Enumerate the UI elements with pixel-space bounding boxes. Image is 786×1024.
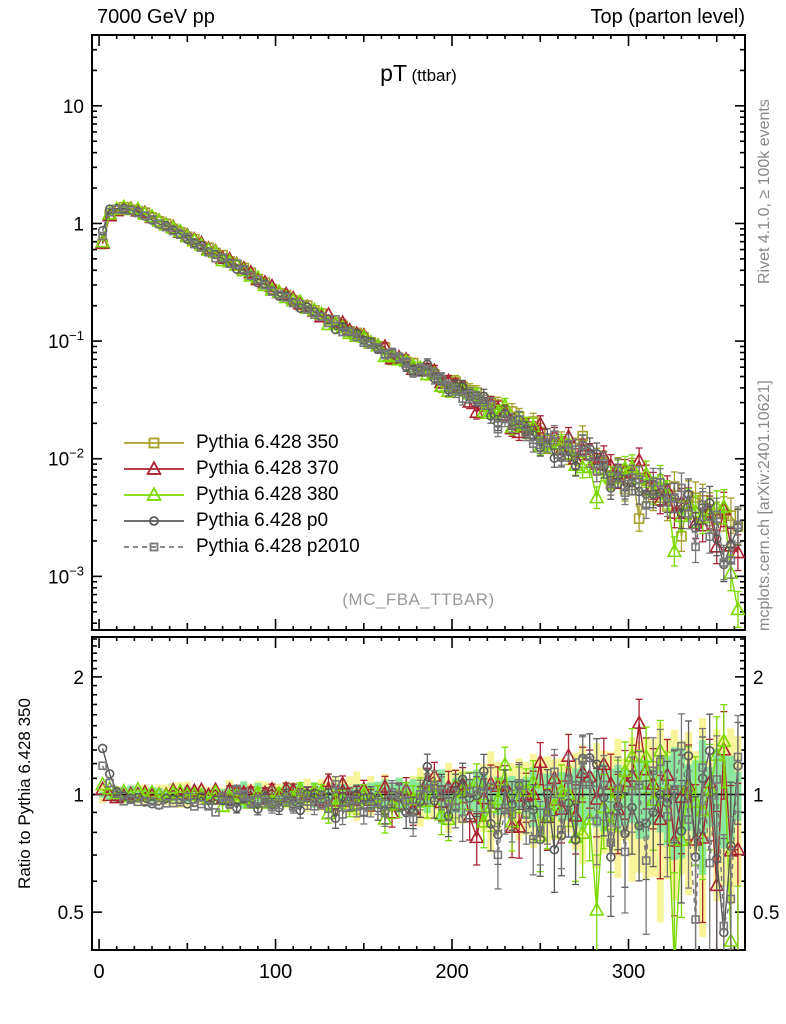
legend-marker-sample [124, 486, 184, 501]
plot-title: pT (ttbar) [92, 60, 745, 87]
plot-title-observable: pT [380, 60, 408, 86]
ratio-series-pythia-6-428-p2010 [98, 713, 743, 950]
legend-label: Pythia 6.428 370 [196, 458, 339, 479]
x-axis-tick-label: 0 [93, 961, 104, 983]
main-y-tick-label: 10−3 [48, 563, 84, 588]
header-analysis-group: Top (parton level) [590, 6, 745, 28]
ratio-panel-frame [91, 636, 746, 951]
legend-item: Pythia 6.428 p2010 [122, 534, 360, 560]
legend-label: Pythia 6.428 p2010 [196, 536, 360, 557]
main-panel-frame [91, 34, 746, 631]
legend-label: Pythia 6.428 p0 [196, 510, 329, 531]
main-series-pythia-6-428-380 [94, 198, 745, 629]
ratio-y-tick-label: 2 [73, 668, 84, 689]
ratio-y-tick-label: 1 [73, 786, 84, 807]
analysis-watermark: (MC_FBA_TTBAR) [342, 590, 495, 609]
ratio-y-axis-title: Ratio to Pythia 6.428 350 [15, 698, 34, 889]
x-axis-tick-label: 300 [612, 961, 645, 983]
x-axis-tick-label: 100 [259, 961, 292, 983]
ratio-y-tick-label: 0.5 [58, 903, 84, 924]
legend-label: Pythia 6.428 350 [196, 432, 339, 453]
x-axis-tick-label: 200 [435, 961, 468, 983]
header-beam-energy: 7000 GeV pp [97, 6, 215, 28]
main-y-tick-label: 10 [63, 97, 84, 118]
legend-marker-sample [124, 437, 184, 449]
legend-marker-sample [124, 516, 184, 526]
rivet-version-credit: Rivet 4.1.0, ≥ 100k events [756, 99, 773, 284]
ratio-y-tick-label-right: 2 [753, 668, 764, 689]
ratio-y-tick-label-right: 0.5 [753, 903, 779, 924]
legend-item: Pythia 6.428 350 [122, 430, 360, 456]
plot-title-qualifier: (ttbar) [411, 66, 457, 85]
main-y-tick-label: 10−1 [48, 328, 84, 353]
legend-item: Pythia 6.428 370 [122, 456, 360, 482]
legend-marker-sample [124, 542, 184, 552]
legend-label: Pythia 6.428 380 [196, 484, 339, 505]
main-y-tick-label: 10−2 [48, 446, 84, 471]
legend-item: Pythia 6.428 380 [122, 482, 360, 508]
legend: Pythia 6.428 350 Pythia 6.428 370 Pythia 6… [122, 430, 360, 560]
legend-marker-sample [124, 460, 184, 475]
legend-item: Pythia 6.428 p0 [122, 508, 360, 534]
mcplots-credit: mcplots.cern.ch [arXiv:2401.10621] [756, 380, 773, 631]
main-series-pythia-6-428-p2010 [98, 205, 743, 581]
main-y-tick-label: 1 [73, 214, 84, 235]
ratio-y-tick-label-right: 1 [753, 786, 764, 807]
